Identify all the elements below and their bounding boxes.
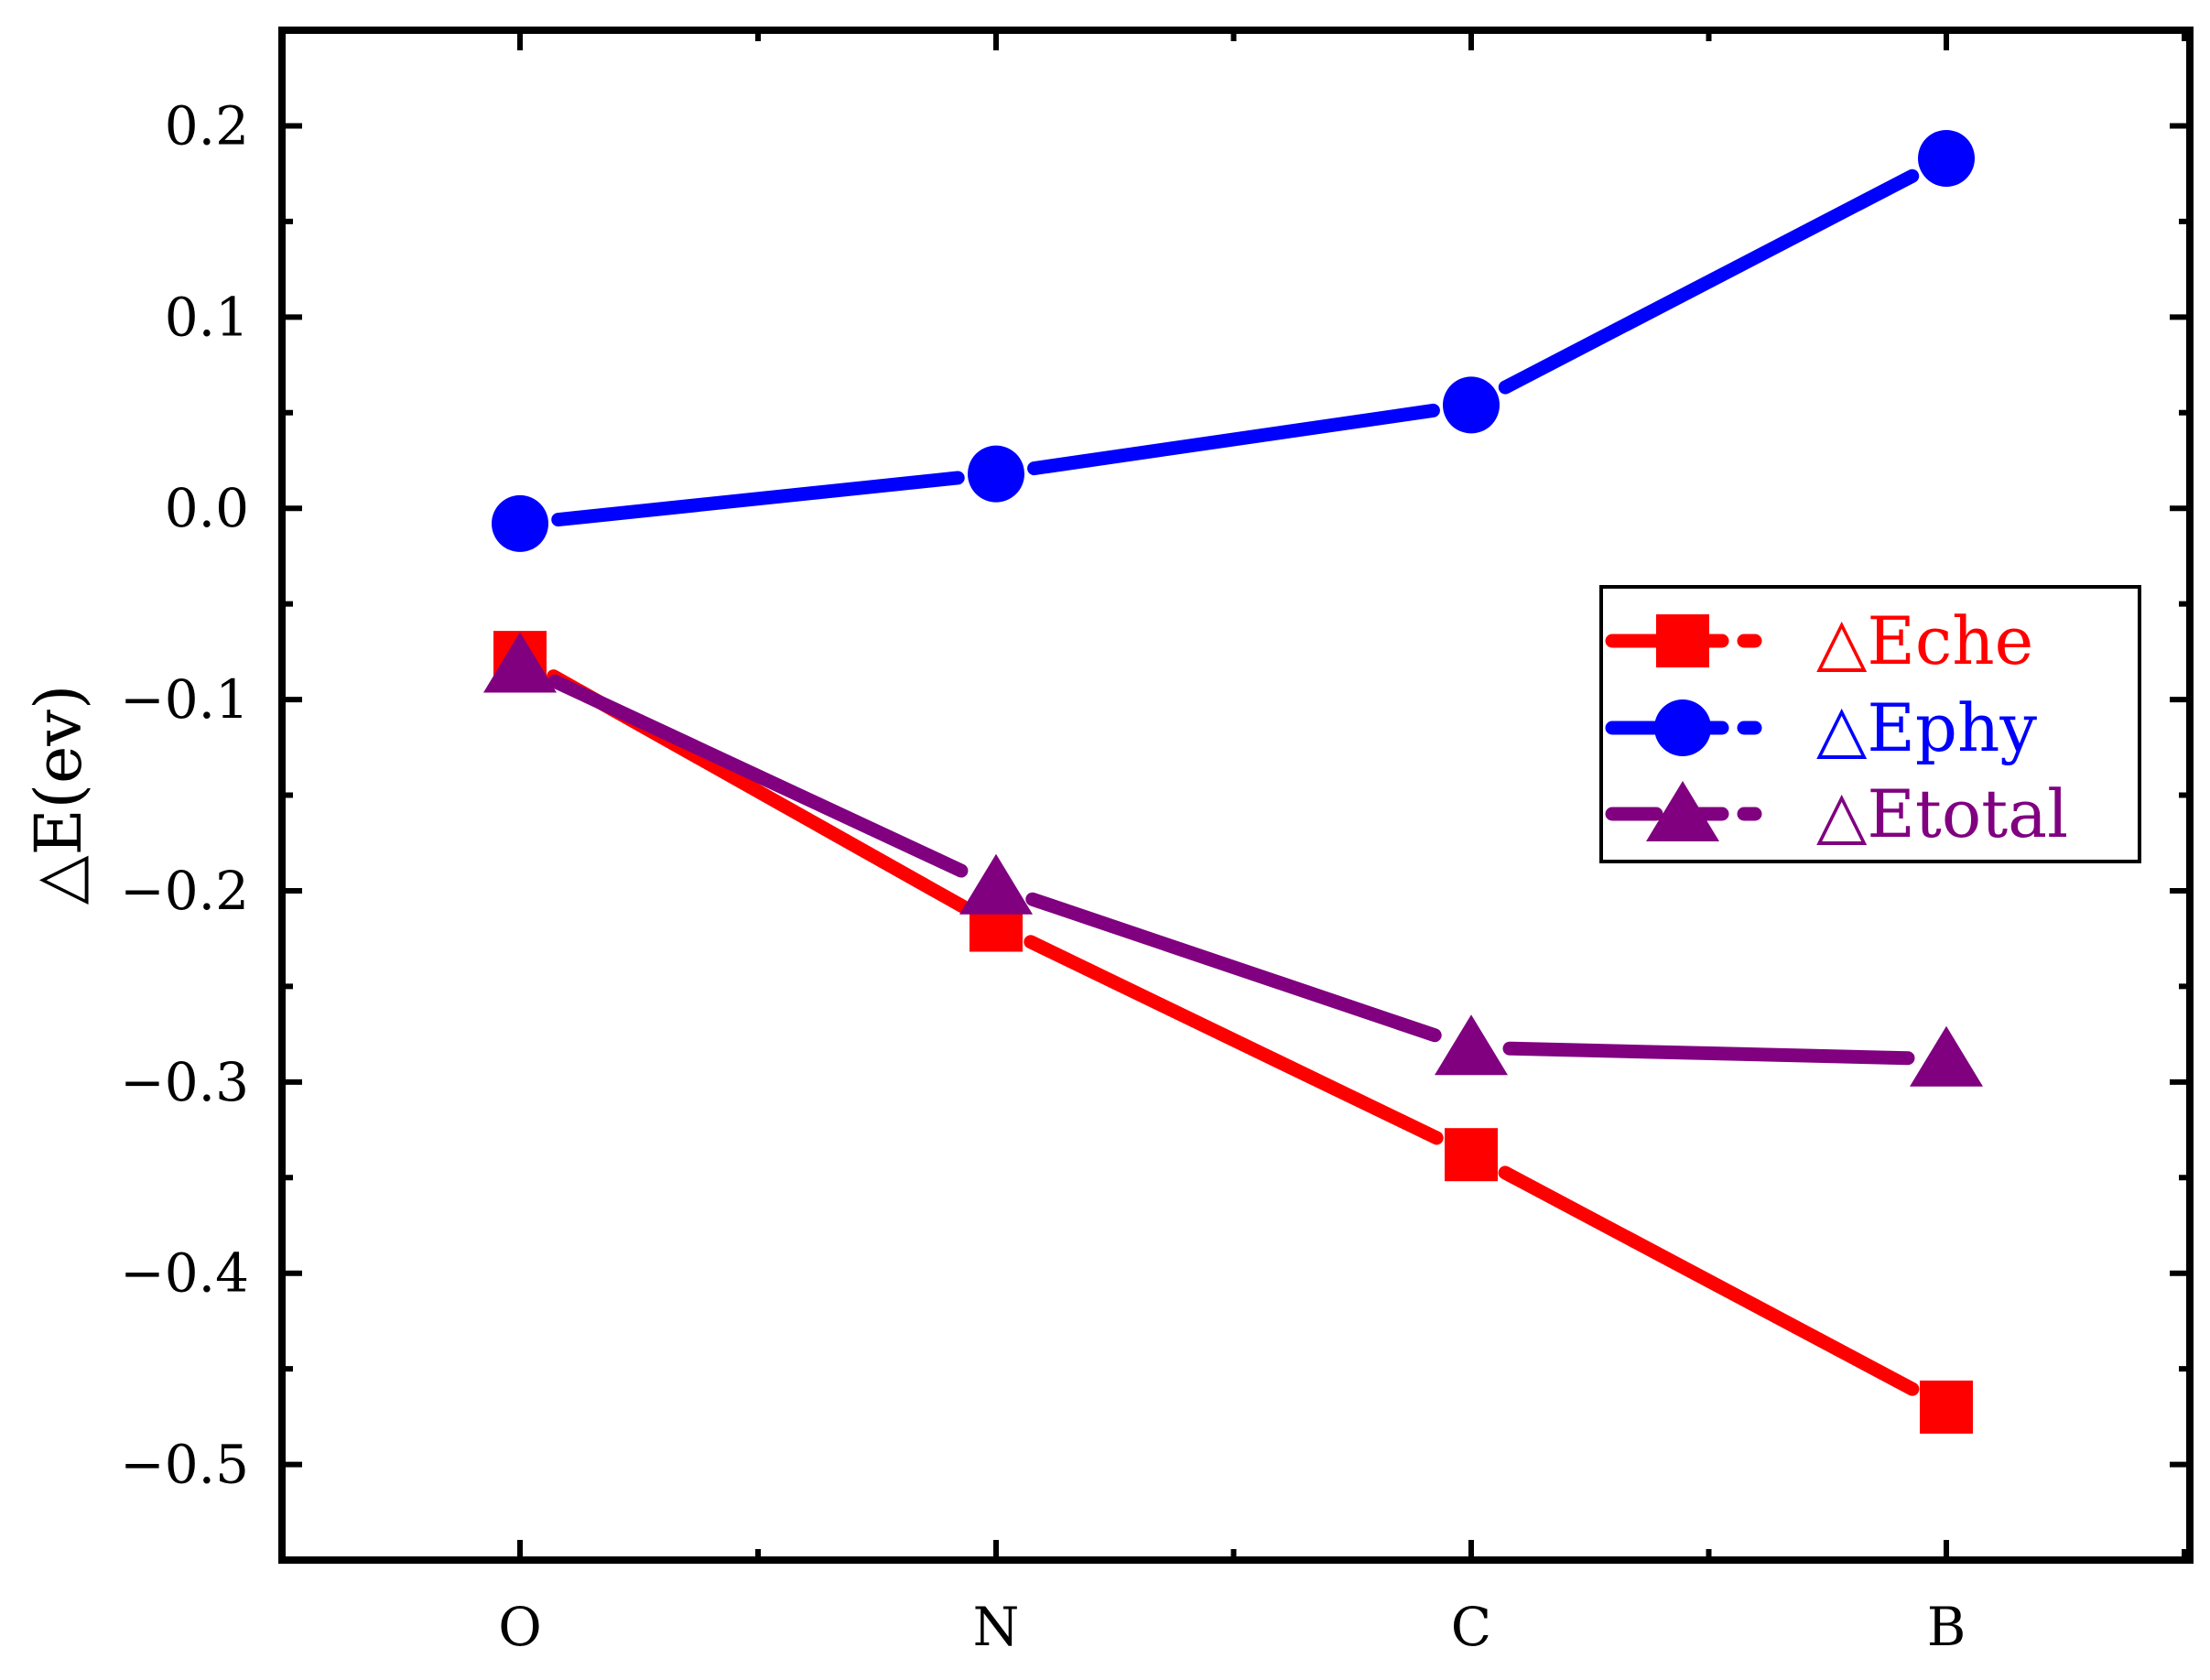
legend-marker (1656, 614, 1709, 667)
data-point-circle (1918, 129, 1975, 187)
legend-marker (1646, 781, 1719, 841)
series-line-segment (1498, 1165, 1920, 1396)
series-line-segment (1027, 403, 1440, 476)
series-2 (492, 129, 1975, 552)
y-tick-label: −0.5 (120, 1434, 249, 1496)
series-line-segment (1498, 168, 1920, 395)
series-1 (493, 631, 1973, 1434)
y-tick-label: −0.2 (120, 860, 249, 922)
y-axis-title: △E(ev) (21, 685, 96, 905)
series-line-segment (1025, 892, 1442, 1043)
x-tick-label: O (498, 1596, 542, 1658)
y-tick-label: 0.1 (165, 286, 249, 348)
legend-label: △Ephy (1816, 689, 2037, 766)
legend-label: △Etotal (1816, 775, 2068, 852)
plot-marks (483, 129, 1983, 1434)
legend-marker (1654, 699, 1711, 756)
series-line-segment (547, 674, 969, 878)
data-point-triangle (1910, 1025, 1983, 1087)
series-line-segment (551, 471, 965, 527)
x-tick-label: N (973, 1596, 1020, 1658)
legend: △Eche △Ephy △Etotal (1599, 585, 2141, 863)
data-point-square (1445, 1128, 1498, 1182)
data-point-circle (1443, 376, 1500, 434)
data-point-triangle (959, 853, 1033, 915)
legend-label: △Eche (1816, 602, 2033, 679)
y-tick-label: 0.0 (165, 477, 249, 539)
y-tick-label: −0.1 (120, 668, 249, 731)
series-3 (483, 632, 1983, 1087)
series-line-segment (1502, 1041, 1915, 1066)
data-point-triangle (1435, 1014, 1508, 1076)
data-point-triangle (483, 632, 557, 693)
x-tick-label: C (1451, 1596, 1491, 1658)
axis-ticks: −0.5 −0.4 −0.3 −0.2 −0.1 0.0 0.1 0.2 O N C B (120, 27, 2190, 1658)
series-line-segment (1024, 935, 1444, 1145)
x-tick-label: B (1927, 1596, 1966, 1658)
data-point-circle (968, 445, 1024, 503)
data-point-square (1920, 1380, 1973, 1434)
data-point-circle (492, 494, 548, 552)
y-tick-label: −0.3 (120, 1051, 249, 1113)
y-tick-label: 0.2 (165, 94, 249, 157)
y-tick-label: −0.4 (120, 1242, 249, 1305)
